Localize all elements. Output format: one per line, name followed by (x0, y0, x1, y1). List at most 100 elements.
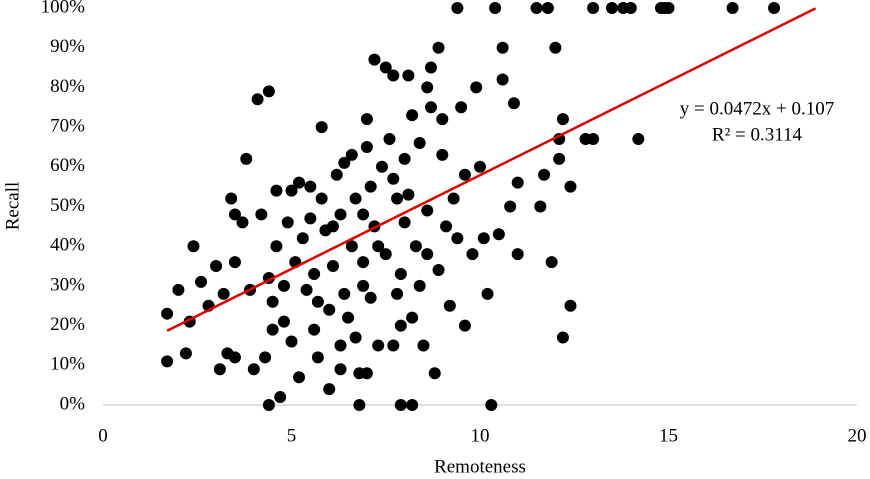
point (379, 61, 392, 74)
point (409, 240, 422, 253)
point (538, 168, 551, 181)
y-tick-label: 100% (41, 0, 86, 17)
point (451, 232, 464, 245)
y-tick-label: 80% (50, 76, 85, 97)
point (387, 172, 400, 185)
point (213, 363, 226, 376)
point (394, 399, 407, 411)
point (330, 168, 343, 181)
point (259, 351, 272, 364)
point (436, 113, 449, 126)
point (360, 140, 373, 153)
y-axis-title: Recall (2, 182, 23, 231)
point (394, 267, 407, 280)
point (357, 208, 370, 221)
point (360, 367, 373, 380)
point (406, 311, 419, 324)
point (364, 180, 377, 193)
point (172, 283, 185, 296)
y-tick-label: 30% (50, 274, 85, 295)
point (451, 2, 464, 14)
point (421, 248, 434, 261)
point (556, 113, 569, 126)
x-tick-label: 5 (287, 425, 297, 446)
point (285, 184, 298, 197)
point (432, 41, 445, 54)
point (662, 2, 675, 14)
point (605, 2, 618, 14)
point (349, 192, 362, 205)
point (530, 2, 543, 14)
point (466, 248, 479, 261)
point (251, 93, 264, 106)
point (270, 184, 283, 197)
point (161, 307, 174, 320)
y-tick-label: 90% (50, 36, 85, 57)
point (470, 81, 483, 94)
point (474, 160, 486, 173)
point (338, 156, 351, 169)
point (228, 208, 241, 221)
point (304, 180, 317, 193)
point (360, 113, 373, 126)
point (266, 323, 279, 336)
point (413, 136, 426, 149)
point (293, 371, 306, 384)
point (432, 264, 445, 277)
point (326, 260, 339, 273)
point (281, 216, 294, 229)
point (447, 192, 460, 205)
point (323, 303, 336, 316)
point (274, 391, 287, 404)
point (364, 291, 377, 304)
point (398, 216, 411, 229)
point (507, 97, 520, 110)
point (726, 2, 739, 14)
point (383, 133, 396, 146)
point (421, 81, 434, 94)
point (481, 287, 494, 300)
point (556, 331, 569, 344)
point (492, 228, 505, 241)
point (308, 267, 321, 280)
point (391, 287, 404, 300)
point (270, 240, 283, 253)
point (768, 2, 781, 14)
point (247, 363, 260, 376)
point (240, 152, 253, 165)
y-tick-label: 10% (50, 354, 85, 375)
point (402, 69, 415, 82)
point (406, 109, 419, 122)
plot-area (161, 2, 817, 411)
point (342, 311, 355, 324)
point (402, 188, 415, 201)
point (421, 204, 434, 217)
point (417, 339, 430, 352)
point (217, 287, 230, 300)
point (311, 295, 324, 308)
point (262, 399, 275, 411)
point (311, 351, 324, 364)
point (195, 275, 208, 288)
point (541, 2, 554, 14)
point (179, 347, 192, 360)
point (387, 69, 400, 82)
point (334, 339, 347, 352)
point (255, 208, 268, 221)
point (511, 248, 524, 261)
trendline (166, 7, 817, 332)
point (187, 240, 200, 253)
x-axis-title: Remoteness (434, 456, 526, 477)
point (545, 256, 558, 269)
point (228, 256, 241, 269)
point (398, 152, 411, 165)
point (406, 399, 419, 411)
point (496, 73, 509, 86)
x-tick-label: 20 (848, 425, 867, 446)
y-tick-label: 70% (50, 115, 85, 136)
point (323, 383, 336, 396)
point (624, 2, 637, 14)
point (549, 41, 562, 54)
point (300, 283, 313, 296)
